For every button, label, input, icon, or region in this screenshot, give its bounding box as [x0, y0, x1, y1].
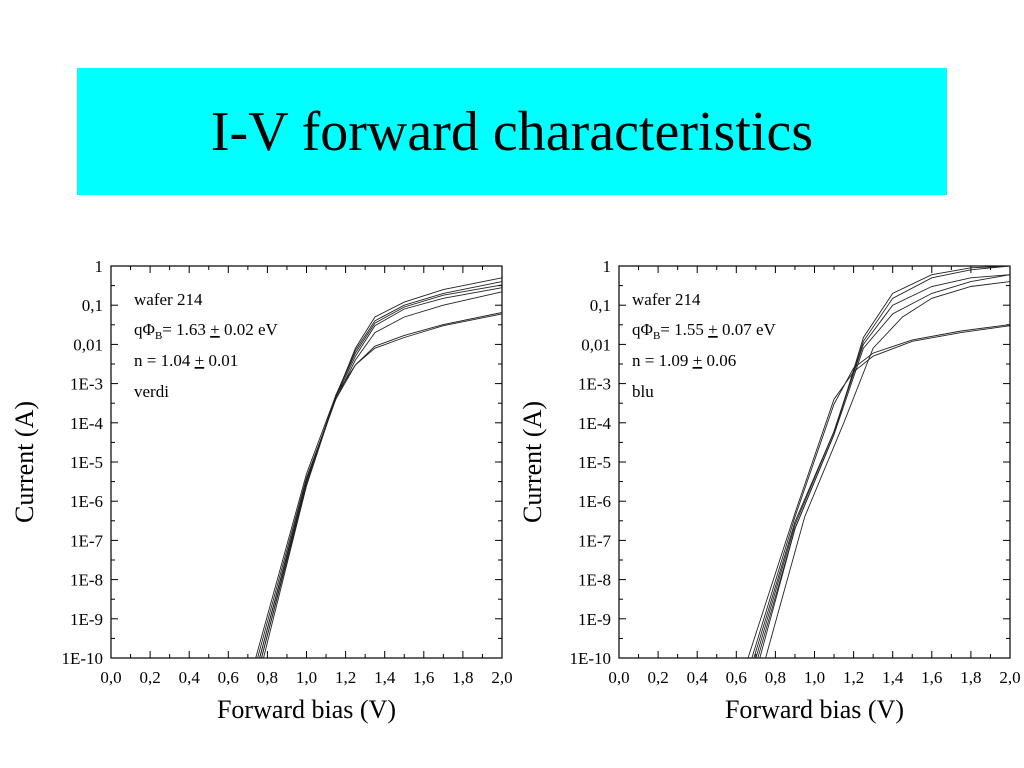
left-y-tick-label: 1 — [95, 257, 104, 276]
right-iv-curve-3 — [753, 274, 1011, 659]
right-x-tick-label: 0,0 — [608, 668, 629, 687]
left-ideality-factor: n = 1.04 + 0.01 — [134, 351, 238, 370]
right-x-tick-label: 1,6 — [921, 668, 942, 687]
right-x-axis-label: Forward bias (V) — [725, 695, 904, 724]
left-x-tick-label: 0,8 — [257, 668, 278, 687]
left-iv-curve-2 — [257, 312, 503, 659]
left-x-tick-label: 0,6 — [218, 668, 239, 687]
left-x-tick-label: 1,2 — [335, 668, 356, 687]
right-y-tick-label: 1E-3 — [578, 375, 611, 394]
right-x-tick-label: 0,2 — [647, 668, 668, 687]
right-chart-annotation: wafer 214 qΦB= 1.55 + 0.07 eV n = 1.09 +… — [632, 290, 777, 401]
right-iv-curve-7 — [765, 281, 1011, 659]
left-iv-curve-4 — [259, 287, 503, 659]
slide-title: I-V forward characteristics — [210, 100, 814, 163]
left-y-tick-label: 1E-8 — [70, 571, 103, 590]
left-y-tick-label: 1E-3 — [70, 375, 103, 394]
right-y-tick-label: 1E-8 — [578, 571, 611, 590]
left-x-tick-label: 1,6 — [413, 668, 434, 687]
left-y-tick-label: 1E-9 — [70, 610, 103, 629]
right-iv-curve-6 — [759, 274, 1011, 659]
right-y-axis-label: Current (A) — [518, 401, 547, 523]
right-y-tick-label: 1E-7 — [578, 531, 612, 550]
left-x-tick-label: 1,8 — [452, 668, 473, 687]
right-y-tick-label: 0,1 — [590, 296, 611, 315]
left-y-tick-label: 1E-4 — [70, 414, 104, 433]
right-x-tick-label: 1,0 — [804, 668, 825, 687]
right-y-tick-label: 0,01 — [581, 335, 611, 354]
left-x-tick-label: 2,0 — [491, 668, 512, 687]
left-x-tick-label: 0,2 — [139, 668, 160, 687]
left-iv-curve-6 — [261, 281, 503, 659]
right-y-tick-label: 1E-9 — [578, 610, 611, 629]
left-series-tag: verdi — [134, 382, 169, 401]
right-iv-curve-4 — [755, 265, 1011, 659]
right-x-tick-label: 0,4 — [687, 668, 709, 687]
left-chart-annotation: wafer 214 qΦB= 1.63 + 0.02 eV n = 1.04 +… — [134, 290, 279, 401]
right-x-tick-label: 0,6 — [726, 668, 747, 687]
right-y-tick-label: 1E-10 — [569, 649, 611, 668]
left-chart: 0,0 0,2 0,4 0,6 0,8 1,0 1,2 1,4 1,6 1,8 2,0 1E-10 1E… — [10, 257, 513, 724]
left-x-tick-label: 0,0 — [100, 668, 121, 687]
left-barrier-height: qΦB= 1.63 + 0.02 eV — [134, 320, 279, 342]
left-x-tick-label: 1,4 — [374, 668, 396, 687]
left-iv-curve-1 — [255, 313, 503, 659]
title-banner: I-V forward characteristics — [77, 68, 947, 195]
right-x-tick-label: 2,0 — [999, 668, 1020, 687]
left-iv-curve-5 — [261, 284, 503, 659]
right-x-tick-label: 1,8 — [960, 668, 981, 687]
left-y-tick-label: 0,1 — [82, 296, 103, 315]
right-y-tick-label: 1E-5 — [578, 453, 611, 472]
right-series-tag: blu — [632, 382, 654, 401]
right-y-tick-label: 1 — [603, 257, 612, 276]
right-iv-curve-2 — [751, 324, 1011, 659]
left-y-axis-label: Current (A) — [10, 401, 39, 523]
left-x-axis-label: Forward bias (V) — [217, 695, 396, 724]
left-y-tick-label: 1E-7 — [70, 531, 104, 550]
right-x-tick-label: 1,4 — [882, 668, 904, 687]
right-x-tick-label: 1,2 — [843, 668, 864, 687]
right-barrier-height: qΦB= 1.55 + 0.07 eV — [632, 320, 777, 342]
right-ideality-factor: n = 1.09 + 0.06 — [632, 351, 736, 370]
left-iv-curve-7 — [263, 277, 503, 659]
left-y-tick-label: 1E-5 — [70, 453, 103, 472]
right-y-tick-label: 1E-6 — [578, 492, 611, 511]
left-y-tick-label: 1E-6 — [70, 492, 103, 511]
left-iv-curve-3 — [259, 291, 503, 659]
right-iv-curve-1 — [747, 325, 1011, 659]
right-chart: 0,0 0,2 0,4 0,6 0,8 1,0 1,2 1,4 1,6 1,8 2,0 1E-10 1E… — [518, 257, 1021, 724]
right-y-tick-label: 1E-4 — [578, 414, 612, 433]
left-y-tick-label: 1E-10 — [61, 649, 103, 668]
left-y-tick-label: 0,01 — [73, 335, 103, 354]
left-wafer-label: wafer 214 — [134, 290, 203, 309]
left-x-tick-label: 1,0 — [296, 668, 317, 687]
left-x-tick-label: 0,4 — [179, 668, 201, 687]
right-x-tick-label: 0,8 — [765, 668, 786, 687]
right-wafer-label: wafer 214 — [632, 290, 701, 309]
